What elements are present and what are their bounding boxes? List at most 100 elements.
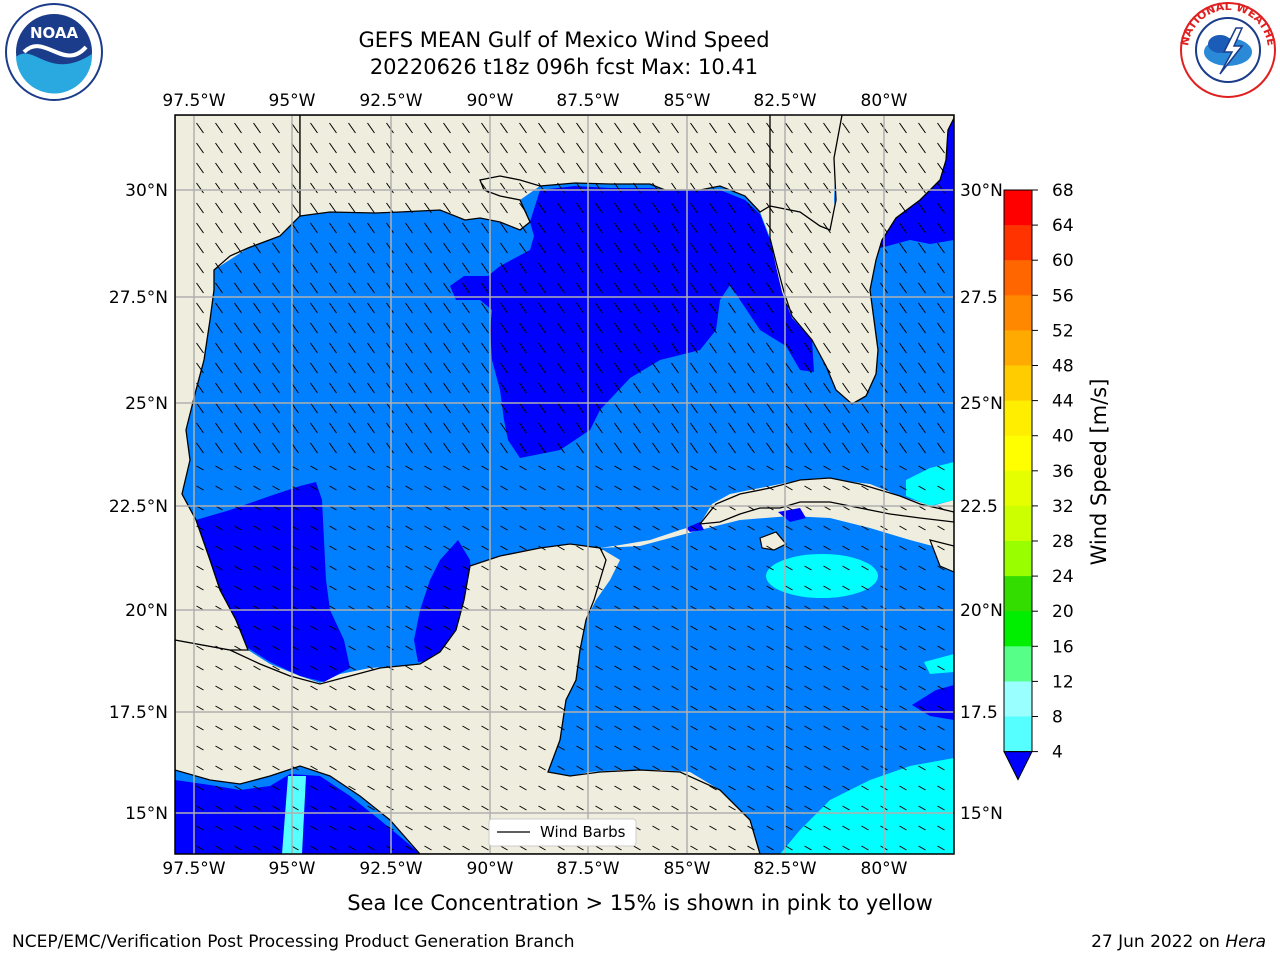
wind-barb bbox=[671, 242, 679, 254]
wind-barb bbox=[861, 142, 869, 154]
wind-barb bbox=[804, 805, 812, 811]
wind-barb bbox=[386, 202, 394, 214]
wind-barb bbox=[462, 745, 470, 751]
yucatan-land bbox=[175, 543, 761, 854]
wind-barb bbox=[766, 845, 774, 851]
wind-barb bbox=[861, 525, 869, 531]
wind-barb bbox=[538, 442, 546, 454]
wind-barb bbox=[557, 182, 565, 194]
wind-barb bbox=[310, 525, 318, 531]
wind-barb bbox=[253, 765, 261, 771]
date-host-text: 27 Jun 2022 on Hera bbox=[1091, 932, 1266, 952]
wind-barb bbox=[861, 625, 869, 631]
wind-barb bbox=[424, 625, 432, 631]
wind-barb bbox=[690, 282, 698, 294]
wind-barb bbox=[595, 465, 603, 471]
wind-barb bbox=[728, 565, 736, 571]
wind-barb bbox=[310, 825, 318, 831]
wind-barb bbox=[671, 442, 679, 454]
wind-barb bbox=[519, 142, 527, 154]
wind-barb bbox=[728, 805, 736, 811]
wind-barb bbox=[215, 162, 223, 174]
wind-barb bbox=[690, 342, 698, 354]
wind-barb bbox=[367, 685, 375, 691]
lon-label-bottom: 95°W bbox=[269, 859, 316, 879]
wind-barb bbox=[576, 645, 584, 651]
wind-barb bbox=[329, 402, 337, 414]
wind-barb bbox=[348, 785, 356, 791]
wind-barb bbox=[861, 382, 869, 394]
wind-barb bbox=[576, 342, 584, 354]
wind-barb bbox=[310, 282, 318, 294]
wind-barb bbox=[747, 382, 755, 394]
wind-barb bbox=[785, 525, 793, 531]
wind-barb bbox=[481, 625, 489, 631]
wind-barb bbox=[310, 222, 318, 234]
wind-barb bbox=[367, 665, 375, 671]
wind-barb bbox=[196, 262, 204, 274]
wind-barb bbox=[348, 765, 356, 771]
wind-barb bbox=[196, 705, 204, 711]
wind-barb bbox=[310, 765, 318, 771]
wind-barb bbox=[462, 625, 470, 631]
wind-barb bbox=[747, 442, 755, 454]
wind-barb bbox=[633, 222, 641, 234]
wind-barb bbox=[538, 725, 546, 731]
fast-zone-colombia bbox=[780, 758, 954, 854]
wind-barb bbox=[937, 322, 945, 334]
wind-barb bbox=[766, 162, 774, 174]
wind-barb bbox=[918, 402, 926, 414]
wind-barb bbox=[766, 122, 774, 134]
wind-barb bbox=[861, 282, 869, 294]
wind-barb bbox=[538, 182, 546, 194]
wind-barb bbox=[424, 242, 432, 254]
wind-barb bbox=[386, 122, 394, 134]
wind-barb bbox=[937, 845, 945, 851]
wind-barb bbox=[215, 485, 223, 491]
wind-barb bbox=[804, 585, 812, 591]
wind-barb bbox=[367, 805, 375, 811]
wind-barb bbox=[728, 825, 736, 831]
wind-barb bbox=[519, 162, 527, 174]
wind-barb bbox=[766, 765, 774, 771]
wind-barb bbox=[633, 242, 641, 254]
wind-barb bbox=[272, 222, 280, 234]
wind-barb bbox=[443, 585, 451, 591]
wind-barb bbox=[671, 422, 679, 434]
wind-barb bbox=[671, 202, 679, 214]
wind-barb bbox=[576, 402, 584, 414]
wind-barb bbox=[500, 342, 508, 354]
wind-barb bbox=[367, 302, 375, 314]
wind-barb bbox=[367, 182, 375, 194]
wind-barb bbox=[937, 122, 945, 134]
wind-barb bbox=[709, 122, 717, 134]
wind-barb bbox=[462, 705, 470, 711]
wind-barb bbox=[709, 182, 717, 194]
wind-barb bbox=[348, 705, 356, 711]
wind-barb bbox=[766, 665, 774, 671]
wind-barb bbox=[747, 122, 755, 134]
wind-barb bbox=[481, 525, 489, 531]
wind-barb bbox=[614, 625, 622, 631]
wind-barb bbox=[576, 805, 584, 811]
wind-barb bbox=[500, 845, 508, 851]
wind-barb bbox=[614, 322, 622, 334]
wind-barb bbox=[785, 625, 793, 631]
wind-barb bbox=[690, 705, 698, 711]
wind-barb bbox=[367, 142, 375, 154]
wind-barb bbox=[576, 765, 584, 771]
wind-barb bbox=[348, 442, 356, 454]
wind-barb bbox=[405, 545, 413, 551]
wind-barb bbox=[215, 142, 223, 154]
wind-barb bbox=[709, 625, 717, 631]
wind-barb bbox=[481, 465, 489, 471]
wind-barb bbox=[481, 342, 489, 354]
wind-barb bbox=[462, 785, 470, 791]
wind-barb bbox=[709, 282, 717, 294]
wind-barb bbox=[899, 765, 907, 771]
wind-barb bbox=[709, 465, 717, 471]
colorbar-segment bbox=[1004, 330, 1032, 366]
wind-barb bbox=[614, 342, 622, 354]
wind-barb bbox=[595, 565, 603, 571]
calm-zone-campeche-east bbox=[414, 540, 472, 662]
